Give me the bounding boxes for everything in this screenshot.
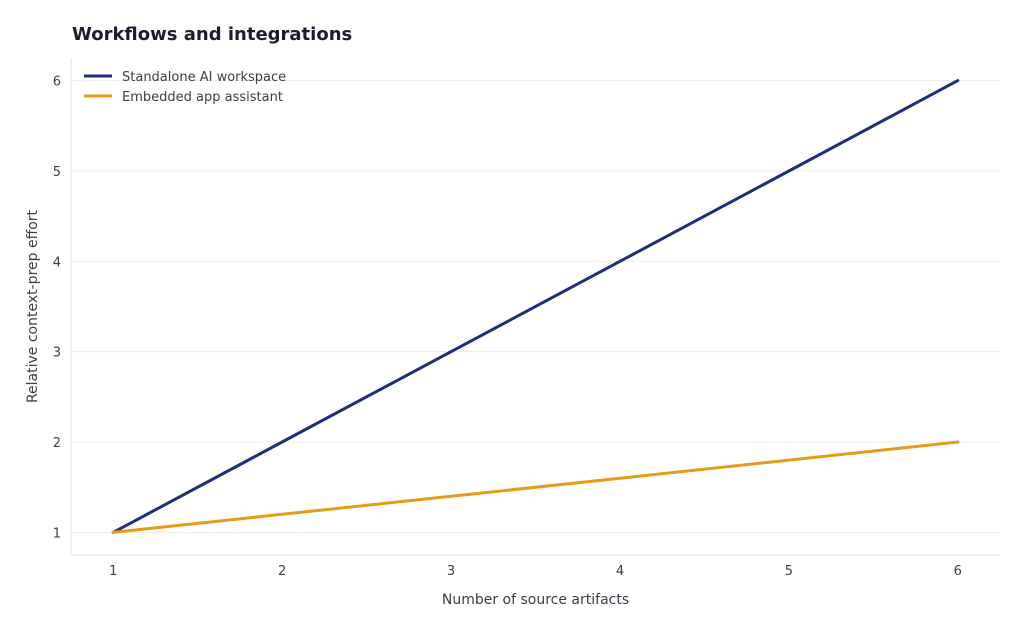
- y-tick-label-4: 5: [53, 165, 61, 180]
- x-tick-label-3: 4: [616, 564, 624, 579]
- axes: [70, 58, 1000, 556]
- series-lines: [111, 79, 960, 534]
- y-axis-label: Relative context-prep effort: [25, 209, 41, 403]
- y-tick-label-3: 4: [53, 255, 61, 270]
- legend-label-1: Embedded app assistant: [122, 90, 283, 105]
- gridlines: [71, 80, 1000, 533]
- series-line-1: [111, 440, 960, 534]
- series-line-0: [111, 79, 960, 534]
- x-tick-labels: 1 2 3 4 5 6: [109, 564, 962, 579]
- y-tick-labels: 1 2 3 4 5 6: [53, 75, 61, 542]
- y-tick-label-0: 1: [53, 526, 61, 541]
- x-tick-label-4: 5: [785, 564, 793, 579]
- x-tick-label-1: 2: [278, 564, 286, 579]
- y-tick-label-1: 2: [53, 436, 61, 451]
- x-tick-label-5: 6: [954, 564, 962, 579]
- x-tick-label-0: 1: [109, 564, 117, 579]
- legend: Standalone AI workspace Embedded app assi…: [84, 70, 286, 105]
- x-axis-label: Number of source artifacts: [442, 592, 629, 608]
- x-tick-label-2: 3: [447, 564, 455, 579]
- chart-title: Workflows and integrations: [72, 24, 352, 45]
- y-tick-label-2: 3: [53, 346, 61, 361]
- y-tick-label-5: 6: [53, 75, 61, 90]
- legend-label-0: Standalone AI workspace: [122, 70, 286, 85]
